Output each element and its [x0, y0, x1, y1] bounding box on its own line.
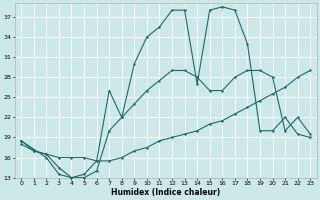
X-axis label: Humidex (Indice chaleur): Humidex (Indice chaleur): [111, 188, 220, 197]
